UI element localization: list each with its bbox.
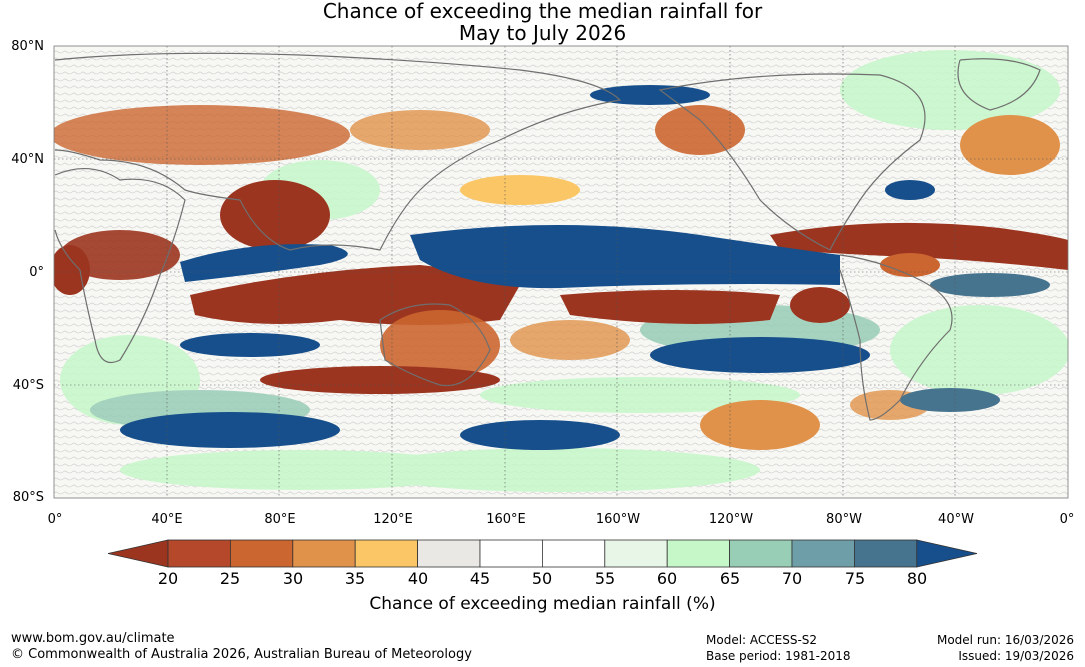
wetter-regions <box>120 85 1050 450</box>
colorbar-cell <box>292 539 356 568</box>
lon-label-40w: 40°W <box>938 512 974 527</box>
colorbar-cell <box>479 539 543 568</box>
lon-label-120e: 120°E <box>373 512 413 527</box>
colorbar-tick: 70 <box>781 569 803 588</box>
chart-title-line1: Chance of exceeding the median rainfall … <box>322 0 763 23</box>
footer-url: www.bom.gov.au/climate <box>11 631 175 646</box>
footer-copyright: © Commonwealth of Australia 2026, Austra… <box>11 647 472 662</box>
colorbar-tick: 45 <box>469 569 491 588</box>
colorbar-cell <box>791 539 855 568</box>
lon-label-0-end: 0° <box>1059 512 1075 527</box>
colorbar-cell <box>354 539 419 568</box>
lon-label-40e: 40°E <box>151 512 183 527</box>
colorbar-cell <box>604 539 668 568</box>
lon-label-80e: 80°E <box>264 512 296 527</box>
colorbar-tick: 80 <box>906 569 928 588</box>
lon-label-0: 0° <box>47 512 63 527</box>
drier-regions <box>54 105 1068 450</box>
colorbar-cell <box>167 539 231 568</box>
colorbar-tick: 75 <box>844 569 866 588</box>
rainfall-probability-map <box>53 45 1069 499</box>
lat-label-80n: 80°N <box>11 39 44 54</box>
colorbar-tick: 20 <box>157 569 179 588</box>
colorbar-tick: 40 <box>407 569 429 588</box>
colorbar-cell <box>542 539 606 568</box>
colorbar-cell <box>417 539 481 568</box>
map-gridlines <box>54 46 1068 498</box>
wetter-light-regions <box>60 50 1068 492</box>
lon-label-160w: 160°W <box>595 512 641 527</box>
lat-label-0: 0° <box>29 265 44 280</box>
lon-label-80w: 80°W <box>826 512 862 527</box>
footer-base-period: Base period: 1981-2018 <box>706 649 851 663</box>
colorbar-tick: 35 <box>344 569 366 588</box>
colorbar-tick: 25 <box>219 569 241 588</box>
colorbar-tick: 60 <box>656 569 678 588</box>
colorbar-cell <box>729 539 793 568</box>
colorbar-extend-high <box>916 539 978 568</box>
lat-label-40n: 40°N <box>11 152 44 167</box>
colorbar-cell <box>229 539 294 568</box>
lon-label-160e: 160°E <box>486 512 526 527</box>
colorbar-tick: 55 <box>594 569 616 588</box>
colorbar-cell <box>666 539 731 568</box>
coastlines <box>54 52 1041 421</box>
colorbar-tick: 30 <box>282 569 304 588</box>
footer-model: Model: ACCESS-S2 <box>706 633 818 647</box>
colorbar-tick: 65 <box>719 569 741 588</box>
lat-label-80s: 80°S <box>12 490 44 505</box>
colorbar-cell <box>854 539 918 568</box>
colorbar-extend-low <box>107 539 169 568</box>
colorbar-label: Chance of exceeding median rainfall (%) <box>369 594 716 614</box>
footer-issued: Issued: 19/03/2026 <box>958 649 1074 663</box>
footer-model-run: Model run: 16/03/2026 <box>936 633 1074 647</box>
chart-title-line2: May to July 2026 <box>458 21 627 45</box>
lon-label-120w: 120°W <box>708 512 754 527</box>
lat-label-40s: 40°S <box>12 378 44 393</box>
colorbar-tick: 50 <box>531 569 553 588</box>
